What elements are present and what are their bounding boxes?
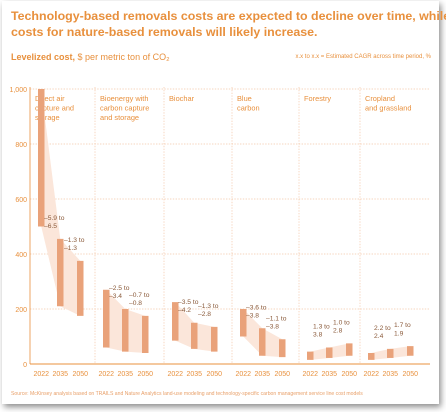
range-bar bbox=[122, 309, 129, 352]
x-tick-label: 2035 bbox=[382, 371, 398, 378]
x-tick-label: 2022 bbox=[363, 371, 379, 378]
range-bar bbox=[407, 346, 414, 356]
group-label: Blue bbox=[237, 94, 252, 103]
x-tick-label: 2035 bbox=[117, 371, 133, 378]
range-bar bbox=[259, 328, 266, 356]
chart-title-line-2: costs for nature-based removals will lik… bbox=[11, 25, 318, 39]
cagr-label: 2.4 bbox=[374, 333, 384, 340]
range-bar bbox=[103, 289, 110, 348]
cagr-label: –3.5 to bbox=[178, 299, 199, 306]
x-tick-label: 2035 bbox=[186, 371, 202, 378]
y-tick-label: 1,000 bbox=[9, 87, 27, 94]
cagr-label: 1.7 to bbox=[394, 322, 411, 329]
group-label: Direct air bbox=[35, 94, 65, 103]
x-tick-label: 2050 bbox=[137, 371, 153, 378]
cagr-label: 1.3 to bbox=[313, 324, 330, 331]
x-tick-label: 2035 bbox=[321, 371, 337, 378]
x-tick-label: 2050 bbox=[274, 371, 290, 378]
group-label: carbon capture bbox=[100, 103, 149, 112]
group-label: Biochar bbox=[169, 94, 195, 103]
x-tick-label: 2022 bbox=[167, 371, 183, 378]
x-tick-label: 2050 bbox=[402, 371, 418, 378]
range-bar bbox=[191, 322, 198, 349]
range-bar bbox=[307, 351, 314, 360]
cagr-label: –3.8 bbox=[266, 323, 279, 330]
cagr-label: –3.4 bbox=[109, 293, 122, 300]
cagr-label: –3.6 to bbox=[246, 304, 267, 311]
range-bar bbox=[172, 302, 179, 341]
group-label: capture and bbox=[35, 103, 74, 112]
y-axis-unit-rest: $ per metric ton of CO₂ bbox=[77, 52, 170, 62]
group-label: Cropland bbox=[365, 94, 395, 103]
range-bar bbox=[279, 339, 286, 358]
y-tick-label: 600 bbox=[15, 197, 27, 204]
range-bar bbox=[368, 353, 375, 360]
group-label: storage bbox=[35, 113, 60, 122]
y-tick-label: 400 bbox=[15, 252, 27, 259]
cagr-label: –1.3 to bbox=[64, 237, 85, 244]
x-tick-label: 2022 bbox=[98, 371, 114, 378]
cagr-label: 1.9 bbox=[394, 330, 404, 337]
range-bar bbox=[346, 343, 353, 356]
group-label: and storage bbox=[100, 113, 139, 122]
range-bar bbox=[326, 347, 333, 358]
range-bar bbox=[77, 260, 84, 316]
y-tick-label: 800 bbox=[15, 142, 27, 149]
x-tick-label: 2050 bbox=[72, 371, 88, 378]
y-tick-label: 200 bbox=[15, 307, 27, 314]
range-bar bbox=[240, 309, 247, 337]
source-note: Source: McKinsey analysis based on TRAIL… bbox=[11, 391, 363, 397]
chart-title: Technology-based removals costs are expe… bbox=[11, 8, 446, 40]
range-band bbox=[41, 89, 81, 316]
cagr-label: –4.2 bbox=[178, 307, 191, 314]
group-label: carbon bbox=[237, 103, 260, 112]
group-label: Bioenergy with bbox=[100, 94, 148, 103]
x-tick-label: 2022 bbox=[235, 371, 251, 378]
range-bar bbox=[38, 89, 45, 227]
cagr-label: –0.8 bbox=[129, 300, 142, 307]
x-tick-label: 2022 bbox=[33, 371, 49, 378]
cagr-legend-note: x.x to x.x = Estimated CAGR across time … bbox=[295, 54, 431, 60]
range-bar bbox=[142, 315, 149, 353]
cagr-label: 2.2 to bbox=[374, 325, 391, 332]
x-tick-label: 2035 bbox=[254, 371, 270, 378]
range-bar bbox=[387, 348, 394, 358]
x-tick-label: 2050 bbox=[341, 371, 357, 378]
cagr-label: 2.8 bbox=[333, 328, 343, 335]
cagr-label: –2.5 to bbox=[109, 285, 130, 292]
cagr-label: –1.3 to bbox=[198, 303, 219, 310]
cagr-label: –0.7 to bbox=[129, 292, 150, 299]
y-tick-label: 0 bbox=[23, 362, 27, 369]
cagr-label: 3.8 bbox=[313, 332, 323, 339]
group-label: and grassland bbox=[365, 103, 411, 112]
x-tick-label: 2035 bbox=[52, 371, 68, 378]
x-tick-label: 2022 bbox=[302, 371, 318, 378]
group-label: Forestry bbox=[304, 94, 331, 103]
cagr-label: –6.5 bbox=[44, 223, 57, 230]
chart-card: Technology-based removals costs are expe… bbox=[2, 1, 446, 404]
cagr-label: 1.0 to bbox=[333, 319, 350, 326]
chart-title-line-1: Technology-based removals costs are expe… bbox=[11, 9, 446, 23]
cagr-label: –1.1 to bbox=[266, 315, 287, 322]
cagr-label: –3.8 bbox=[246, 312, 259, 319]
range-bar bbox=[57, 238, 64, 307]
cagr-label: –5.9 to bbox=[44, 215, 65, 222]
x-tick-label: 2050 bbox=[206, 371, 222, 378]
y-axis-unit-label: Levelized cost, $ per metric ton of CO₂ bbox=[11, 52, 170, 62]
y-axis-unit-bold: Levelized cost, bbox=[11, 52, 76, 62]
range-bar bbox=[211, 326, 218, 352]
cagr-label: –1.3 bbox=[64, 245, 77, 252]
cagr-label: –2.8 bbox=[198, 311, 211, 318]
